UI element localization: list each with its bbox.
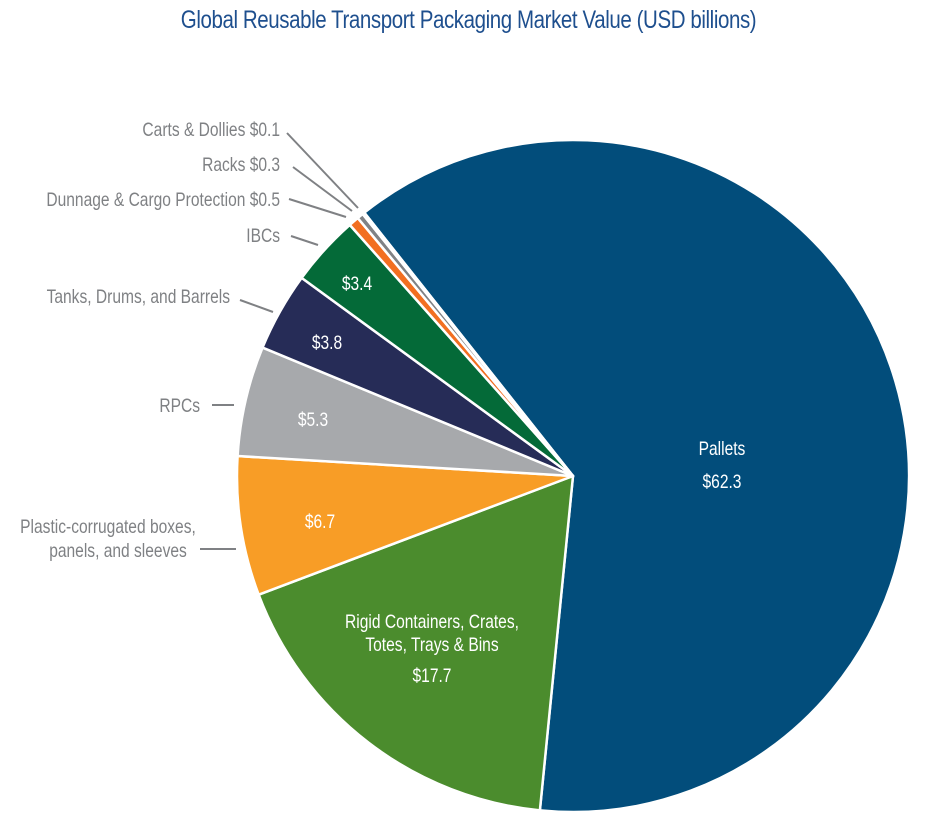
slice-outside-label: panels, and sleeves bbox=[49, 540, 187, 562]
slice-value-label: $62.3 bbox=[703, 471, 742, 493]
leader-line bbox=[239, 299, 274, 313]
slice-outside-label: Tanks, Drums, and Barrels bbox=[47, 286, 231, 308]
slice-name-label: Rigid Containers, Crates, bbox=[345, 611, 519, 633]
slice-value-label: $17.7 bbox=[413, 665, 452, 687]
pie-slice-carts-dollies bbox=[361, 211, 575, 478]
leader-line bbox=[290, 235, 319, 246]
leader-line bbox=[286, 132, 359, 209]
slice-outside-label: RPCs bbox=[159, 395, 200, 417]
pie-slice-rigid-containers-crates-totes-trays-bins bbox=[257, 474, 575, 812]
pie-slice-plastic-corrugated-boxes-panels-and-sleeves bbox=[235, 454, 575, 596]
slice-value-label: $3.8 bbox=[312, 332, 342, 354]
chart-title: Global Reusable Transport Packaging Mark… bbox=[180, 6, 757, 34]
slice-name-label: Pallets bbox=[699, 438, 746, 460]
slice-outside-label: IBCs bbox=[246, 225, 280, 247]
slice-outside-label: Carts & Dollies $0.1 bbox=[142, 119, 280, 141]
pie-slice-pallets bbox=[363, 138, 911, 814]
slice-value-label: $3.4 bbox=[342, 273, 373, 295]
slice-value-label: $6.7 bbox=[305, 511, 335, 533]
slice-name-label: Totes, Trays & Bins bbox=[365, 634, 499, 656]
slice-outside-label: Racks $0.3 bbox=[202, 154, 280, 176]
slice-value-label: $5.3 bbox=[298, 409, 328, 431]
slice-outside-label: Plastic-corrugated boxes, bbox=[20, 516, 196, 538]
slice-outside-label: Dunnage & Cargo Protection $0.5 bbox=[46, 189, 280, 211]
leader-line bbox=[292, 166, 353, 212]
leader-line bbox=[288, 198, 347, 218]
